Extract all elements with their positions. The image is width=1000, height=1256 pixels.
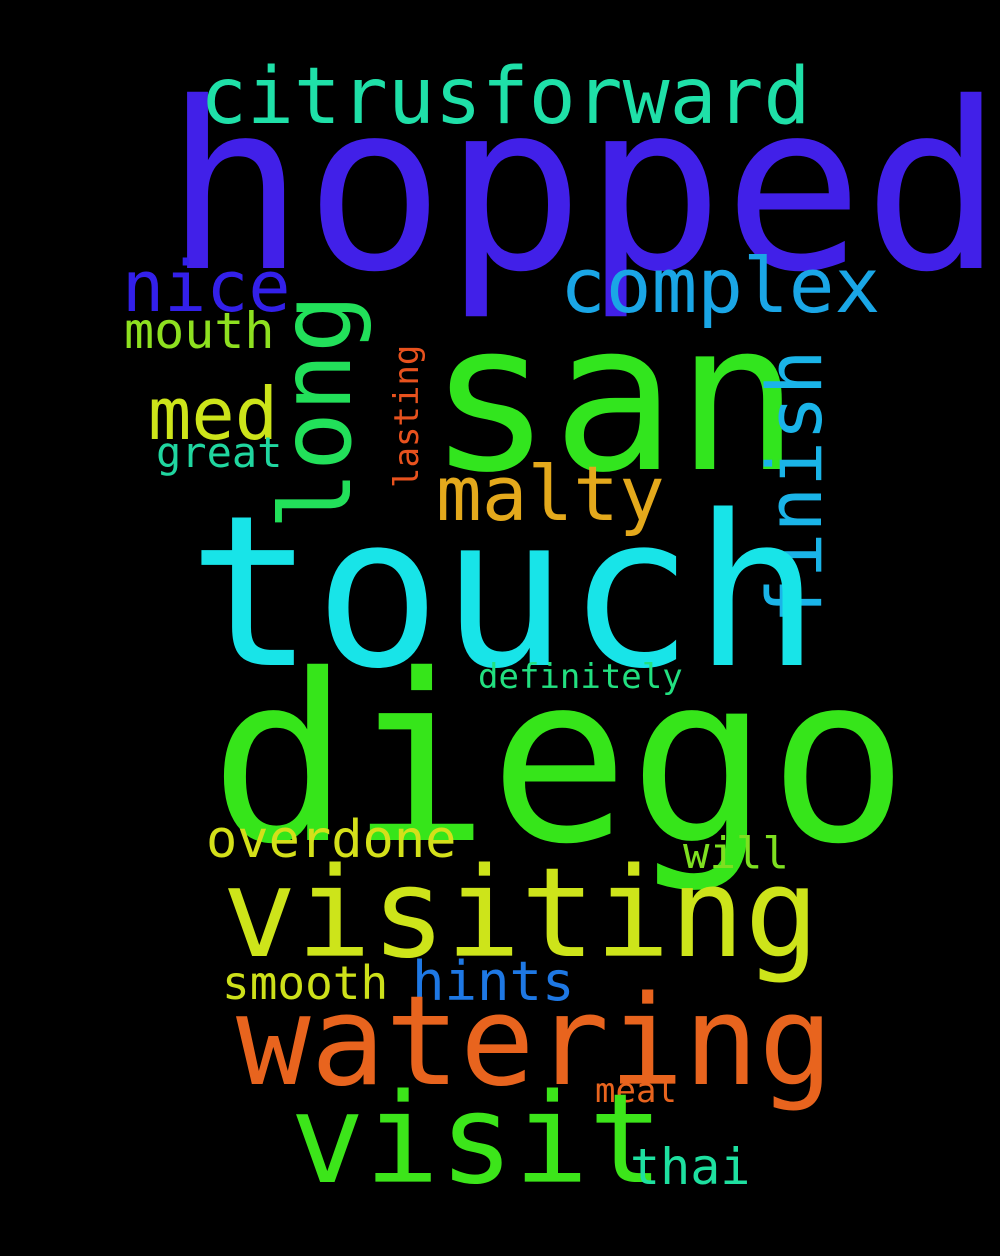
word-visit: visit — [290, 1068, 664, 1212]
word-malty: malty — [436, 449, 665, 538]
word-hints: hints — [412, 950, 575, 1013]
word-diego: diego — [210, 625, 909, 895]
word-citrusforward: citrusforward — [200, 52, 811, 142]
word-touch: touch — [188, 470, 821, 715]
word-great: great — [156, 428, 283, 477]
word-will: will — [683, 828, 789, 879]
word-thai: thai — [630, 1138, 751, 1196]
word-nice: nice — [122, 246, 291, 328]
word-watering: watering — [236, 970, 834, 1114]
word-meal: meal — [595, 1071, 677, 1111]
word-lasting: lasting — [387, 344, 427, 488]
word-complex: complex — [560, 241, 881, 330]
word-definitely: definitely — [478, 657, 683, 697]
word-med: med — [148, 372, 279, 456]
word-visiting: visiting — [222, 842, 820, 986]
word-san: san — [428, 278, 801, 518]
word-hopped: hopped — [165, 53, 1000, 323]
word-overdone: overdone — [206, 810, 457, 870]
word-mouth: mouth — [124, 302, 275, 360]
word-smooth: smooth — [222, 956, 389, 1010]
